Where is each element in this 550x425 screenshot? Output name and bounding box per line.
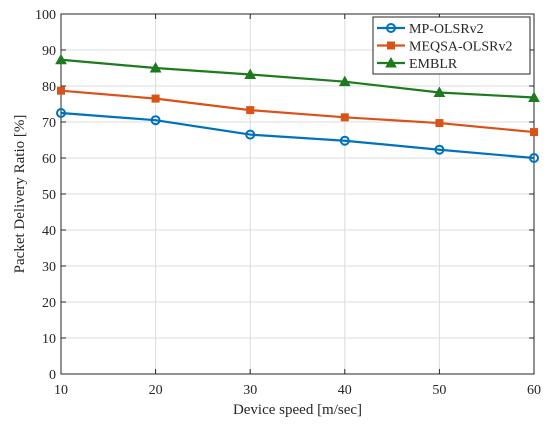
y-tick-label: 40: [42, 224, 56, 239]
data-point: [339, 135, 350, 146]
data-point: [338, 75, 351, 87]
x-tick-label: 40: [338, 383, 352, 398]
legend-swatch-marker: [387, 41, 395, 50]
legend-label: EMBLR: [409, 57, 458, 72]
data-point: [244, 68, 257, 79]
y-axis-title: Packet Delivery Ratio [%]: [12, 115, 28, 274]
y-tick-label: 10: [42, 332, 56, 347]
x-tick-label: 30: [243, 383, 257, 398]
series-emblr: [55, 53, 540, 103]
data-point: [528, 91, 540, 103]
legend-item: EMBLR: [377, 56, 458, 72]
data-point: [433, 86, 446, 97]
y-tick-label: 80: [42, 80, 56, 95]
series-group: [55, 53, 540, 163]
data-point: [55, 53, 67, 65]
data-point: [149, 61, 162, 73]
data-point: [529, 153, 539, 163]
series-line: [60, 111, 535, 160]
y-tick-label: 60: [42, 152, 56, 167]
data-point: [340, 113, 349, 122]
legend-swatch-marker: [385, 56, 397, 68]
y-tick-label: 90: [42, 44, 56, 59]
data-point: [57, 86, 65, 95]
legend-item: MEQSA-OLSRv2: [377, 40, 512, 55]
x-tick-label: 10: [54, 383, 68, 398]
legend-label: MP-OLSRv2: [409, 22, 484, 37]
data-point: [530, 128, 538, 137]
data-point: [435, 119, 444, 128]
data-point: [434, 144, 445, 155]
y-tick-label: 0: [49, 368, 56, 383]
data-point: [245, 129, 256, 140]
series-meqsa-olsrv2: [57, 86, 538, 137]
y-tick-label: 30: [42, 260, 56, 275]
data-point: [150, 115, 161, 126]
legend-label: MEQSA-OLSRv2: [409, 40, 512, 55]
legend-swatch-marker: [386, 23, 396, 33]
y-tick-label: 50: [42, 188, 56, 203]
x-tick-label: 60: [527, 383, 541, 398]
series-mp-olsrv2: [56, 108, 539, 163]
data-point: [151, 94, 160, 103]
legend-item: MP-OLSRv2: [377, 22, 484, 37]
x-tick-label: 20: [149, 383, 163, 398]
series-line: [60, 58, 535, 99]
series-line: [60, 89, 535, 134]
legend: MP-OLSRv2 MEQSA-OLSRv2 EMBLR: [372, 16, 531, 75]
data-point: [56, 108, 66, 118]
x-tick-label: 50: [432, 383, 446, 398]
data-point: [246, 106, 255, 115]
y-tick-label: 100: [35, 8, 56, 23]
x-axis-title: Device speed [m/sec]: [233, 402, 362, 418]
y-tick-label: 70: [42, 116, 56, 131]
y-tick-label: 20: [42, 296, 56, 311]
